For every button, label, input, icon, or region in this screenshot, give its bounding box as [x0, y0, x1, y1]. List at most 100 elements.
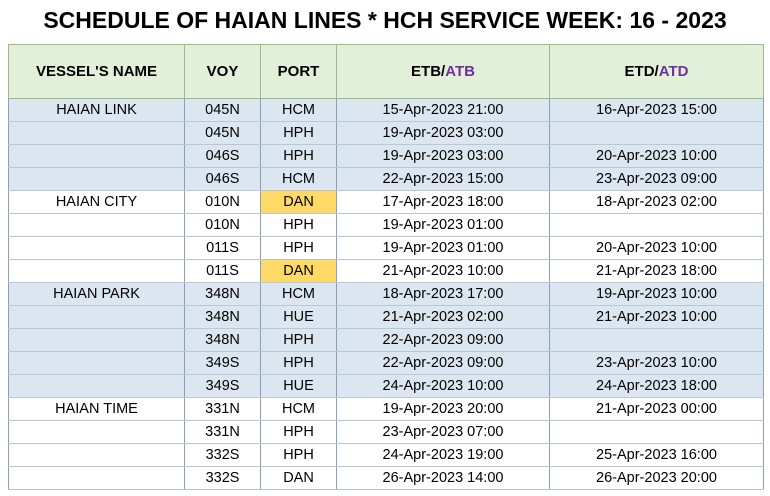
cell-voy: 331N	[184, 420, 261, 444]
cell-port: HCM	[260, 167, 337, 191]
cell-voy: 349S	[184, 374, 261, 398]
header-etd-atd: ETD/ATD	[549, 44, 764, 99]
cell-port: HCM	[260, 282, 337, 306]
cell-vessel-name: HAIAN LINK	[8, 98, 185, 122]
cell-port: HUE	[260, 305, 337, 329]
table-row: 349S HPH 22-Apr-2023 09:00 23-Apr-2023 10:0…	[8, 351, 764, 375]
cell-port: HPH	[260, 121, 337, 145]
cell-etd: 26-Apr-2023 20:00	[549, 466, 764, 490]
table-row: 332S DAN 26-Apr-2023 14:00 26-Apr-2023 20:0…	[8, 466, 764, 490]
table-row: HAIAN TIME 331N HCM 19-Apr-2023 20:00 21-Apr…	[8, 397, 764, 421]
table-header-row: VESSEL'S NAME VOY PORT ETB/ATB ETD/ATD	[8, 44, 764, 99]
cell-vessel-name	[8, 466, 185, 490]
cell-voy: 045N	[184, 98, 261, 122]
cell-etd: 21-Apr-2023 10:00	[549, 305, 764, 329]
cell-etb: 22-Apr-2023 09:00	[336, 328, 550, 352]
cell-voy: 348N	[184, 328, 261, 352]
cell-etb: 18-Apr-2023 17:00	[336, 282, 550, 306]
header-etb-atb: ETB/ATB	[336, 44, 550, 99]
cell-etb: 19-Apr-2023 01:00	[336, 213, 550, 237]
schedule-table: VESSEL'S NAME VOY PORT ETB/ATB ETD/ATD H…	[8, 44, 764, 490]
cell-vessel-name	[8, 328, 185, 352]
cell-voy: 332S	[184, 443, 261, 467]
table-row: 011S HPH 19-Apr-2023 01:00 20-Apr-2023 10:0…	[8, 236, 764, 260]
cell-etb: 15-Apr-2023 21:00	[336, 98, 550, 122]
cell-etd: 25-Apr-2023 16:00	[549, 443, 764, 467]
cell-etb: 19-Apr-2023 03:00	[336, 144, 550, 168]
cell-voy: 348N	[184, 305, 261, 329]
cell-port: HCM	[260, 397, 337, 421]
cell-etd	[549, 328, 764, 352]
cell-etb: 22-Apr-2023 09:00	[336, 351, 550, 375]
cell-voy: 011S	[184, 236, 261, 260]
header-etd-label: ETD/	[624, 63, 659, 80]
cell-voy: 332S	[184, 466, 261, 490]
cell-etb: 24-Apr-2023 19:00	[336, 443, 550, 467]
table-row: 046S HPH 19-Apr-2023 03:00 20-Apr-2023 10:0…	[8, 144, 764, 168]
cell-voy: 348N	[184, 282, 261, 306]
table-row: 332S HPH 24-Apr-2023 19:00 25-Apr-2023 16:0…	[8, 443, 764, 467]
page-title: SCHEDULE OF HAIAN LINES * HCH SERVICE WE…	[43, 7, 727, 33]
header-etb-label: ETB/	[411, 63, 446, 80]
cell-voy: 046S	[184, 144, 261, 168]
cell-vessel-name: HAIAN PARK	[8, 282, 185, 306]
cell-etb: 22-Apr-2023 15:00	[336, 167, 550, 191]
cell-voy: 349S	[184, 351, 261, 375]
cell-voy: 010N	[184, 190, 261, 214]
cell-vessel-name	[8, 259, 185, 283]
header-vessel-name[interactable]: VESSEL'S NAME	[8, 44, 185, 99]
cell-vessel-name	[8, 236, 185, 260]
cell-etd: 23-Apr-2023 09:00	[549, 167, 764, 191]
table-row: 331N HPH 23-Apr-2023 07:00	[8, 420, 764, 444]
header-voy: VOY	[184, 44, 261, 99]
cell-vessel-name	[8, 374, 185, 398]
table-row: HAIAN CITY 010N DAN 17-Apr-2023 18:00 18-Apr…	[8, 190, 764, 214]
cell-etd: 16-Apr-2023 15:00	[549, 98, 764, 122]
cell-port: DAN	[260, 259, 337, 283]
table-row: HAIAN PARK 348N HCM 18-Apr-2023 17:00 19-Apr…	[8, 282, 764, 306]
cell-port: HUE	[260, 374, 337, 398]
table-row: HAIAN LINK 045N HCM 15-Apr-2023 21:00 16-Apr…	[8, 98, 764, 122]
header-atd-label: ATD	[658, 63, 689, 80]
cell-etb: 19-Apr-2023 01:00	[336, 236, 550, 260]
cell-port: HPH	[260, 236, 337, 260]
cell-etd: 21-Apr-2023 00:00	[549, 397, 764, 421]
cell-voy: 011S	[184, 259, 261, 283]
cell-etd: 23-Apr-2023 10:00	[549, 351, 764, 375]
cell-etb: 17-Apr-2023 18:00	[336, 190, 550, 214]
cell-port: HPH	[260, 213, 337, 237]
cell-etd: 20-Apr-2023 10:00	[549, 236, 764, 260]
cell-etb: 26-Apr-2023 14:00	[336, 466, 550, 490]
table-row: 349S HUE 24-Apr-2023 10:00 24-Apr-2023 18:0…	[8, 374, 764, 398]
cell-vessel-name: HAIAN CITY	[8, 190, 185, 214]
cell-port: HPH	[260, 144, 337, 168]
table-row: 348N HUE 21-Apr-2023 02:00 21-Apr-2023 10:0…	[8, 305, 764, 329]
cell-port: HPH	[260, 420, 337, 444]
cell-vessel-name	[8, 443, 185, 467]
cell-vessel-name	[8, 305, 185, 329]
cell-etd: 20-Apr-2023 10:00	[549, 144, 764, 168]
header-atb-label: ATB	[445, 63, 475, 80]
table-row: 348N HPH 22-Apr-2023 09:00	[8, 328, 764, 352]
cell-etb: 19-Apr-2023 20:00	[336, 397, 550, 421]
cell-etd: 19-Apr-2023 10:00	[549, 282, 764, 306]
cell-vessel-name	[8, 144, 185, 168]
table-row: 010N HPH 19-Apr-2023 01:00	[8, 213, 764, 237]
cell-etb: 21-Apr-2023 02:00	[336, 305, 550, 329]
table-row: 011S DAN 21-Apr-2023 10:00 21-Apr-2023 18:0…	[8, 259, 764, 283]
cell-etb: 19-Apr-2023 03:00	[336, 121, 550, 145]
cell-vessel-name	[8, 213, 185, 237]
cell-port: DAN	[260, 190, 337, 214]
cell-port: HPH	[260, 443, 337, 467]
cell-etb: 23-Apr-2023 07:00	[336, 420, 550, 444]
cell-etd	[549, 121, 764, 145]
cell-voy: 045N	[184, 121, 261, 145]
cell-voy: 046S	[184, 167, 261, 191]
cell-vessel-name: HAIAN TIME	[8, 397, 185, 421]
cell-vessel-name	[8, 420, 185, 444]
cell-voy: 331N	[184, 397, 261, 421]
table-row: 046S HCM 22-Apr-2023 15:00 23-Apr-2023 09:0…	[8, 167, 764, 191]
cell-vessel-name	[8, 167, 185, 191]
cell-port: DAN	[260, 466, 337, 490]
header-port: PORT	[260, 44, 337, 99]
